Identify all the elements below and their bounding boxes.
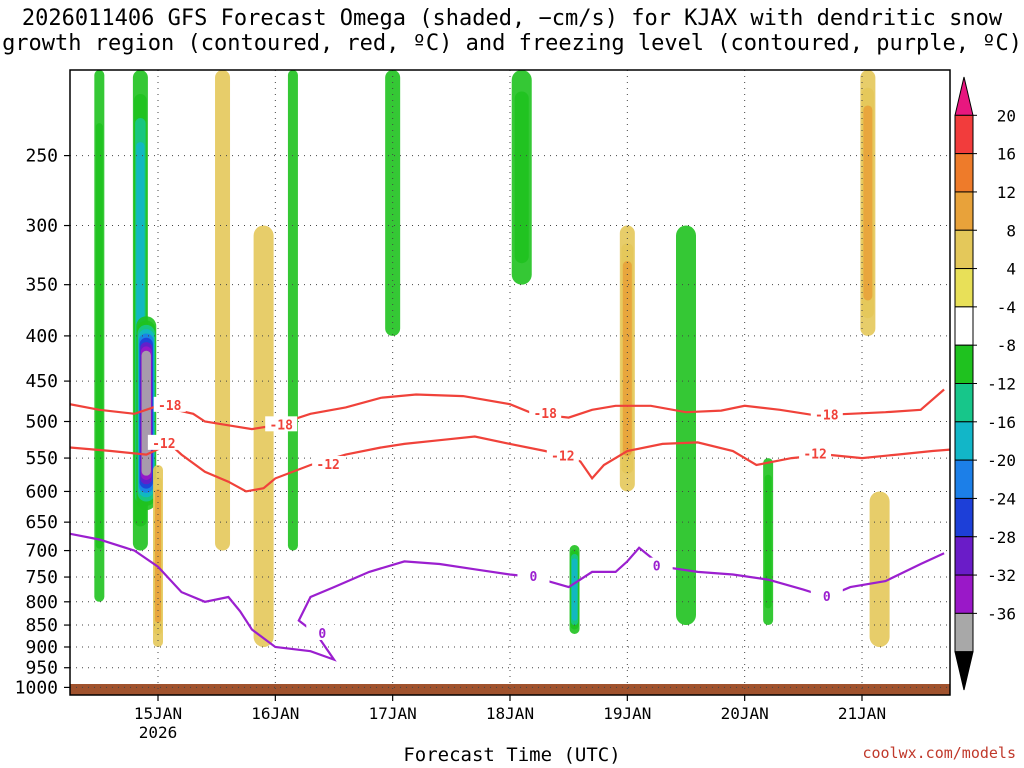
x-tick-label: 20JAN xyxy=(721,704,769,723)
colorbar-swatch xyxy=(954,229,974,270)
colorbar-label: -8 xyxy=(997,336,1016,355)
colorbar-label: -36 xyxy=(987,604,1016,623)
contour-label-bg xyxy=(306,624,339,640)
omega-streak xyxy=(676,225,696,626)
contour-label-bg xyxy=(529,404,562,420)
contour-label-bg xyxy=(312,455,345,471)
x-axis-label: Forecast Time (UTC) xyxy=(403,744,621,766)
dendritic-contour-label: -18 xyxy=(158,399,182,414)
colorbar-label: -12 xyxy=(987,375,1016,394)
colorbar-label: 8 xyxy=(1006,221,1016,240)
contour-label-bg xyxy=(810,587,843,603)
dendritic-contour-label: -12 xyxy=(152,437,175,452)
contour-label-bg xyxy=(799,445,832,461)
x-tick-label: 16JAN xyxy=(251,704,299,723)
colorbar-label: -24 xyxy=(987,489,1016,508)
omega-streak xyxy=(764,474,772,609)
colorbar-label: -20 xyxy=(987,451,1016,470)
omega-streak xyxy=(571,558,578,621)
y-tick-label: 800 xyxy=(25,592,58,613)
y-tick-label: 350 xyxy=(25,275,58,296)
dendritic-contour xyxy=(70,435,950,493)
x-tick-label: 19JAN xyxy=(603,704,651,723)
y-tick-label: 700 xyxy=(25,541,58,562)
freezing-level-contour xyxy=(70,532,945,662)
omega-streak xyxy=(253,225,274,647)
dendritic-contour xyxy=(70,388,945,431)
contour-label-bg xyxy=(517,568,550,584)
credit-text: coolwx.com/models xyxy=(862,744,1016,762)
y-tick-label: 300 xyxy=(25,216,58,237)
omega-streak xyxy=(287,70,298,551)
y-tick-label: 550 xyxy=(25,448,58,469)
colorbar-swatch xyxy=(954,268,974,308)
colorbar-swatch xyxy=(954,344,974,384)
colorbar-swatch xyxy=(954,421,974,461)
x-tick-label: 15JAN xyxy=(134,704,182,723)
x-tick-label: 18JAN xyxy=(486,704,534,723)
colorbar-label: 12 xyxy=(997,183,1016,202)
dendritic-contour-label: -12 xyxy=(316,458,339,473)
y-tick-label: 750 xyxy=(25,567,58,588)
freezing-level-contour-label: 0 xyxy=(530,570,538,585)
chart-title-line-1: 2026011406 GFS Forecast Omega (shaded, −… xyxy=(21,6,1003,31)
contour-label-bg xyxy=(265,416,298,432)
y-tick-label: 500 xyxy=(25,412,58,433)
y-tick-label: 1000 xyxy=(15,677,58,698)
y-tick-label: 900 xyxy=(25,637,58,658)
colorbar-swatch xyxy=(954,459,974,499)
y-tick-label: 650 xyxy=(25,512,58,533)
contour-label-bg xyxy=(546,447,579,463)
x-tick-label: 17JAN xyxy=(369,704,417,723)
contour-label-bg xyxy=(640,557,673,573)
colorbar-swatch xyxy=(954,574,974,614)
contour-label-bg xyxy=(153,396,186,412)
omega-streak xyxy=(141,350,151,476)
colorbar-swatch xyxy=(954,306,974,346)
colorbar-swatch xyxy=(954,114,974,155)
colorbar-label: -32 xyxy=(987,566,1016,585)
colorbar-swatch xyxy=(954,497,974,538)
omega-streak xyxy=(155,489,161,623)
colorbar-swatch xyxy=(954,153,974,193)
y-tick-label: 400 xyxy=(25,326,58,347)
x-tick-sublabel: 2026 xyxy=(139,723,178,742)
freezing-level-contour-label: 0 xyxy=(318,627,326,642)
dendritic-contour-label: -18 xyxy=(533,407,557,422)
dendritic-contour-label: -18 xyxy=(269,418,293,433)
contour-label-bg xyxy=(810,406,843,422)
omega-streak xyxy=(869,491,890,647)
y-tick-label: 250 xyxy=(25,146,58,167)
freezing-level-contour-label: 0 xyxy=(653,560,661,575)
dendritic-contour-label: -18 xyxy=(815,408,839,423)
colorbar-swatch xyxy=(954,536,974,576)
colorbar-label: 20 xyxy=(997,106,1016,125)
y-tick-label: 950 xyxy=(25,658,58,679)
colorbar-swatch xyxy=(954,191,974,231)
colorbar-label: -16 xyxy=(987,413,1016,432)
dendritic-contour-label: -12 xyxy=(803,448,826,463)
contour-label-bg xyxy=(147,434,180,450)
freezing-level-contour-label: 0 xyxy=(823,590,831,605)
y-tick-label: 450 xyxy=(25,371,58,392)
omega-streak xyxy=(215,70,231,551)
x-tick-label: 21JAN xyxy=(838,704,886,723)
colorbar-label: 4 xyxy=(1006,260,1016,279)
y-tick-label: 600 xyxy=(25,481,58,502)
colorbar-arrow-top xyxy=(954,76,974,116)
chart-title-line-2: growth region (contoured, red, ºC) and f… xyxy=(2,31,1022,56)
colorbar-label: -28 xyxy=(987,528,1016,547)
colorbar-swatch xyxy=(954,612,974,653)
omega-streak xyxy=(863,105,873,301)
omega-streak xyxy=(95,123,103,549)
dendritic-contour-label: -12 xyxy=(551,450,574,465)
colorbar-swatch xyxy=(954,383,974,423)
colorbar-label: 16 xyxy=(997,145,1016,164)
y-tick-label: 850 xyxy=(25,615,58,636)
omega-streak xyxy=(514,91,529,264)
ground-terrain xyxy=(70,684,950,695)
colorbar-label: -4 xyxy=(997,298,1016,317)
colorbar-arrow-bottom xyxy=(954,651,974,691)
